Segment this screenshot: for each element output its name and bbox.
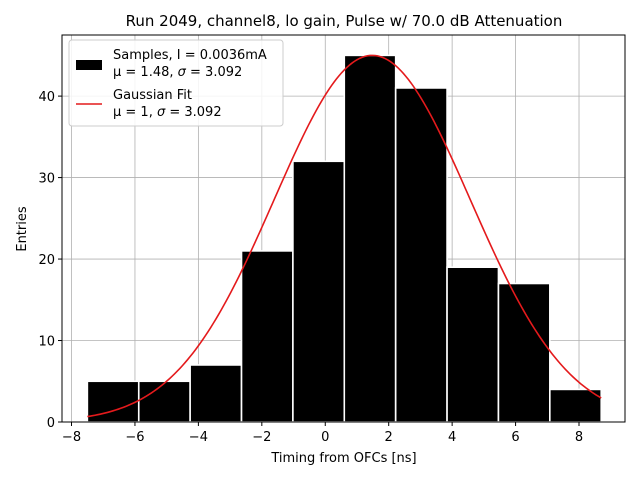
x-tick-label: −8: [62, 430, 81, 445]
legend-samples-label: Samples, I = 0.0036mA: [113, 48, 267, 63]
x-tick-label: 2: [385, 430, 393, 445]
x-axis-label: Timing from OFCs [ns]: [270, 451, 416, 466]
histogram-bar: [394, 87, 448, 423]
y-axis-label: Entries: [15, 206, 30, 252]
y-tick-label: 40: [38, 90, 55, 105]
histogram-bar: [292, 160, 346, 423]
legend-samples-stats: μ = 1.48, σ = 3.092: [113, 65, 242, 80]
histogram-bar: [137, 380, 191, 423]
x-tick-label: 8: [575, 430, 583, 445]
histogram-bar: [240, 250, 294, 423]
axis-ticks: −8 −6 −4 −2 0 2 4 6 8 0 10 20 30 40: [38, 90, 583, 445]
histogram-bar: [446, 266, 500, 423]
x-tick-label: 0: [321, 430, 329, 445]
plot-frame: [61, 34, 626, 423]
legend-fit-stats: μ = 1, σ = 3.092: [113, 105, 222, 120]
chart-title: Run 2049, channel8, lo gain, Pulse w/ 70…: [126, 12, 563, 30]
legend-fit-label: Gaussian Fit: [113, 88, 192, 103]
histogram-bars: [86, 54, 603, 423]
histogram-bar: [343, 54, 397, 423]
histogram-bar: [497, 282, 551, 423]
histogram-bar: [189, 364, 243, 423]
gaussian-fit-line: [87, 54, 602, 418]
y-tick-label: 20: [38, 253, 55, 268]
x-tick-label: 6: [511, 430, 519, 445]
histogram-bar: [549, 388, 603, 423]
legend-box: [68, 39, 284, 127]
x-tick-label: 4: [448, 430, 456, 445]
x-tick-label: −2: [252, 430, 271, 445]
x-tick-label: −4: [189, 430, 208, 445]
y-tick-label: 30: [38, 172, 55, 187]
legend-samples-swatch: [76, 60, 102, 70]
legend: Samples, I = 0.0036mA μ = 1.48, σ = 3.09…: [68, 39, 284, 127]
x-tick-label: −6: [125, 430, 144, 445]
y-tick-label: 10: [38, 335, 55, 350]
y-tick-label: 0: [47, 416, 55, 431]
fit-layer: [87, 54, 602, 418]
